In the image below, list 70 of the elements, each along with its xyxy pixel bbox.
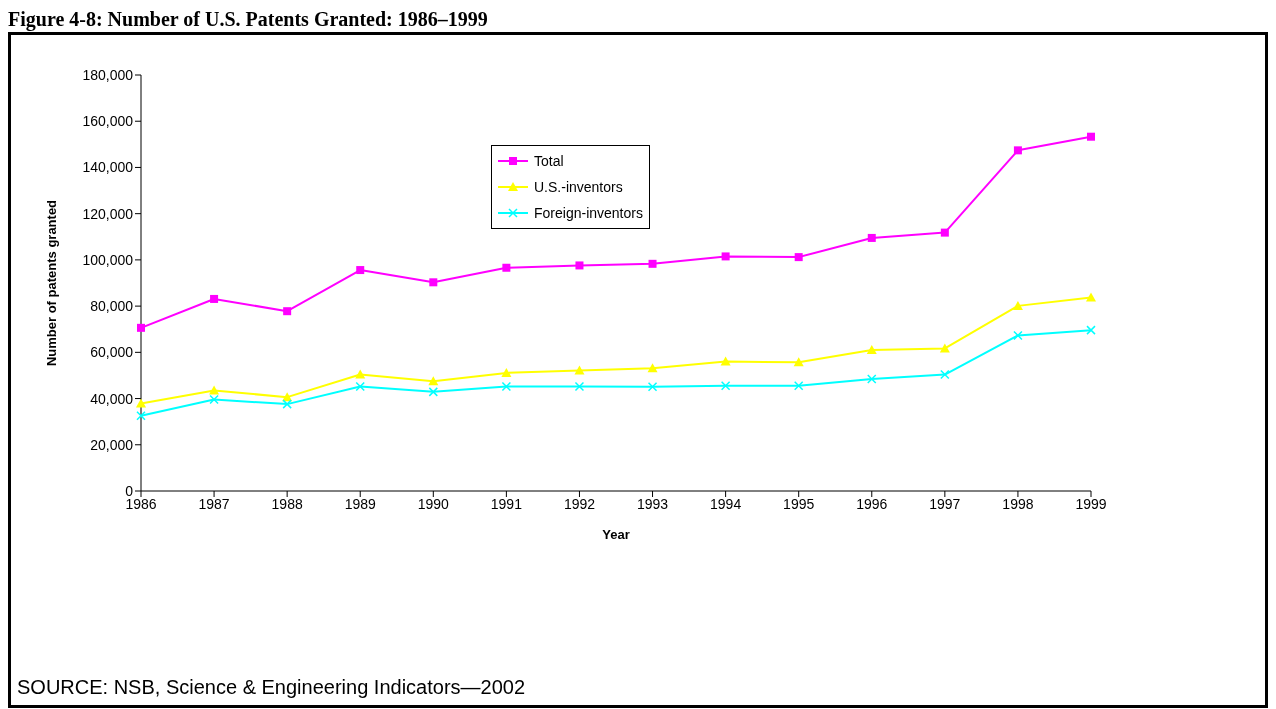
point: [1086, 292, 1096, 302]
point: [575, 261, 584, 270]
legend-label: Total: [534, 153, 564, 169]
point: [793, 381, 804, 391]
x-tick-label: 1989: [344, 495, 377, 512]
y-tick-label: 100,000: [82, 251, 134, 268]
point: [867, 374, 877, 384]
x-tick-label: 1994: [710, 495, 742, 512]
point: [940, 228, 949, 237]
y-tick-label: 80,000: [90, 298, 134, 315]
point: [210, 294, 219, 303]
point: [574, 365, 585, 375]
source-note: SOURCE: NSB, Science & Engineering Indicators—2002: [17, 676, 526, 699]
point: [647, 363, 658, 373]
point: [574, 381, 585, 392]
point: [209, 385, 220, 395]
y-axis-title: Number of patents granted: [43, 199, 59, 367]
x-tick-label: 1991: [490, 495, 523, 512]
point: [866, 345, 877, 355]
point: [428, 387, 439, 397]
point: [428, 376, 439, 386]
x-tick-label: 1996: [856, 495, 888, 512]
y-tick-label: 160,000: [82, 113, 134, 130]
point: [136, 398, 146, 408]
y-tick-label: 40,000: [90, 390, 134, 407]
x-tick-label: 1990: [417, 495, 450, 512]
point: [282, 399, 292, 409]
point: [209, 394, 219, 405]
point: [1086, 325, 1096, 335]
x-axis-title: Year: [602, 527, 630, 542]
legend-label: U.S.-inventors: [534, 179, 623, 195]
x-tick-label: 1993: [636, 495, 669, 512]
point: [793, 357, 804, 367]
y-tick-label: 60,000: [90, 344, 134, 361]
point: [1012, 300, 1023, 310]
point: [137, 323, 145, 332]
x-tick-label: 1997: [929, 495, 961, 512]
x-tick-label: 1995: [783, 495, 815, 512]
point: [939, 343, 950, 353]
point: [1013, 146, 1022, 155]
point: [1087, 132, 1095, 141]
point: [429, 278, 438, 287]
point: [867, 233, 876, 242]
point: [794, 253, 803, 262]
point: [355, 369, 366, 379]
point: [501, 367, 512, 377]
point: [720, 356, 731, 366]
x-tick-label: 1987: [198, 495, 230, 512]
point: [136, 410, 146, 421]
x-tick-label: 1988: [271, 495, 303, 512]
point: [501, 381, 512, 392]
chart-title: Figure 4-8: Number of U.S. Patents Granted: 1986–1999: [8, 8, 489, 32]
y-tick-label: 140,000: [82, 159, 134, 176]
x-tick-label: 1992: [563, 495, 596, 512]
y-tick-label: 20,000: [90, 436, 134, 453]
point: [720, 381, 731, 391]
point: [502, 263, 511, 272]
point: [356, 266, 365, 275]
legend-label: Foreign-inventors: [534, 205, 643, 221]
x-tick-label: 1999: [1075, 495, 1107, 512]
point: [648, 259, 657, 268]
point: [721, 252, 730, 261]
point: [1013, 330, 1023, 341]
point: [283, 307, 292, 316]
x-tick-label: 1998: [1002, 495, 1034, 512]
point: [355, 381, 365, 392]
point: [940, 369, 950, 380]
point: [647, 382, 658, 392]
y-tick-label: 180,000: [82, 66, 134, 83]
y-tick-label: 120,000: [82, 205, 134, 222]
